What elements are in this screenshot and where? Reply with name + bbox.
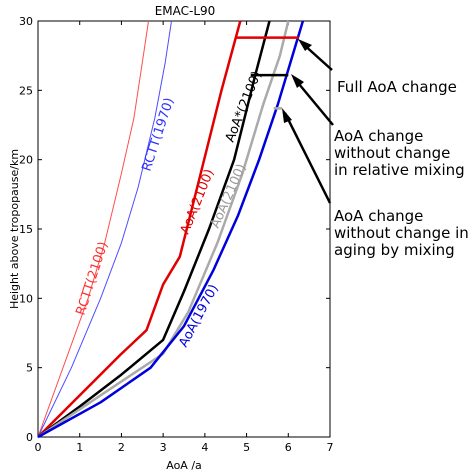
- series-line-aoa-2100--3: [37, 20, 271, 439]
- x-tick-label: 2: [118, 441, 125, 454]
- y-tick-label: 0: [26, 431, 33, 444]
- x-tick-label: 1: [76, 441, 83, 454]
- series-lines: [37, 20, 305, 439]
- y-axis: 0 5 10 15 20 25 30: [19, 15, 330, 444]
- series-line-aoa-1970--5: [37, 20, 305, 439]
- x-tick-label: 5: [243, 441, 250, 454]
- x-tick-label: 7: [327, 441, 334, 454]
- series-line-rctt-2100--0: [37, 20, 149, 438]
- arrowhead-3: [282, 108, 292, 123]
- x-tick-label: 6: [285, 441, 292, 454]
- x-axis-label: AoA /a: [166, 459, 202, 472]
- y-tick-label: 30: [19, 15, 33, 28]
- chart-title: EMAC-L90: [155, 4, 216, 18]
- series-line-aoa-2100--2: [37, 20, 242, 438]
- annotation-arrowheads: [282, 39, 312, 123]
- x-tick-label: 0: [35, 441, 42, 454]
- series-label-rctt-1970: RCTT(1970): [140, 96, 178, 173]
- y-axis-label: Height above tropopause/km: [8, 149, 21, 309]
- annotation-full-aoa-change: Full AoA change: [337, 78, 457, 96]
- y-tick-label: 25: [19, 84, 33, 97]
- annotation-relative-mixing: AoA change without change in relative mi…: [334, 127, 465, 179]
- annotation-aging-by-mixing: AoA change without change in aging by mi…: [334, 207, 474, 259]
- series-label-rctt-2100: RCTT(2100): [74, 240, 112, 317]
- y-tick-label: 20: [19, 154, 33, 167]
- y-tick-label: 5: [26, 362, 33, 375]
- x-tick-label: 3: [160, 441, 167, 454]
- series-label-aoa-star-2100: AoA*(2100): [223, 69, 265, 144]
- series-line-rctt-1970--1: [37, 20, 172, 438]
- annotation-arrows: [283, 42, 334, 204]
- y-tick-label: 10: [19, 292, 33, 305]
- arrowhead-1: [298, 39, 312, 51]
- connector-lines: [236, 36, 299, 110]
- x-tick-label: 4: [201, 441, 208, 454]
- y-tick-label: 15: [19, 223, 33, 236]
- x-axis: 0 1 2 3 4 5 6 7: [35, 21, 334, 454]
- series-line-aoa-2100--4: [37, 20, 290, 439]
- arrowhead-2: [291, 74, 304, 88]
